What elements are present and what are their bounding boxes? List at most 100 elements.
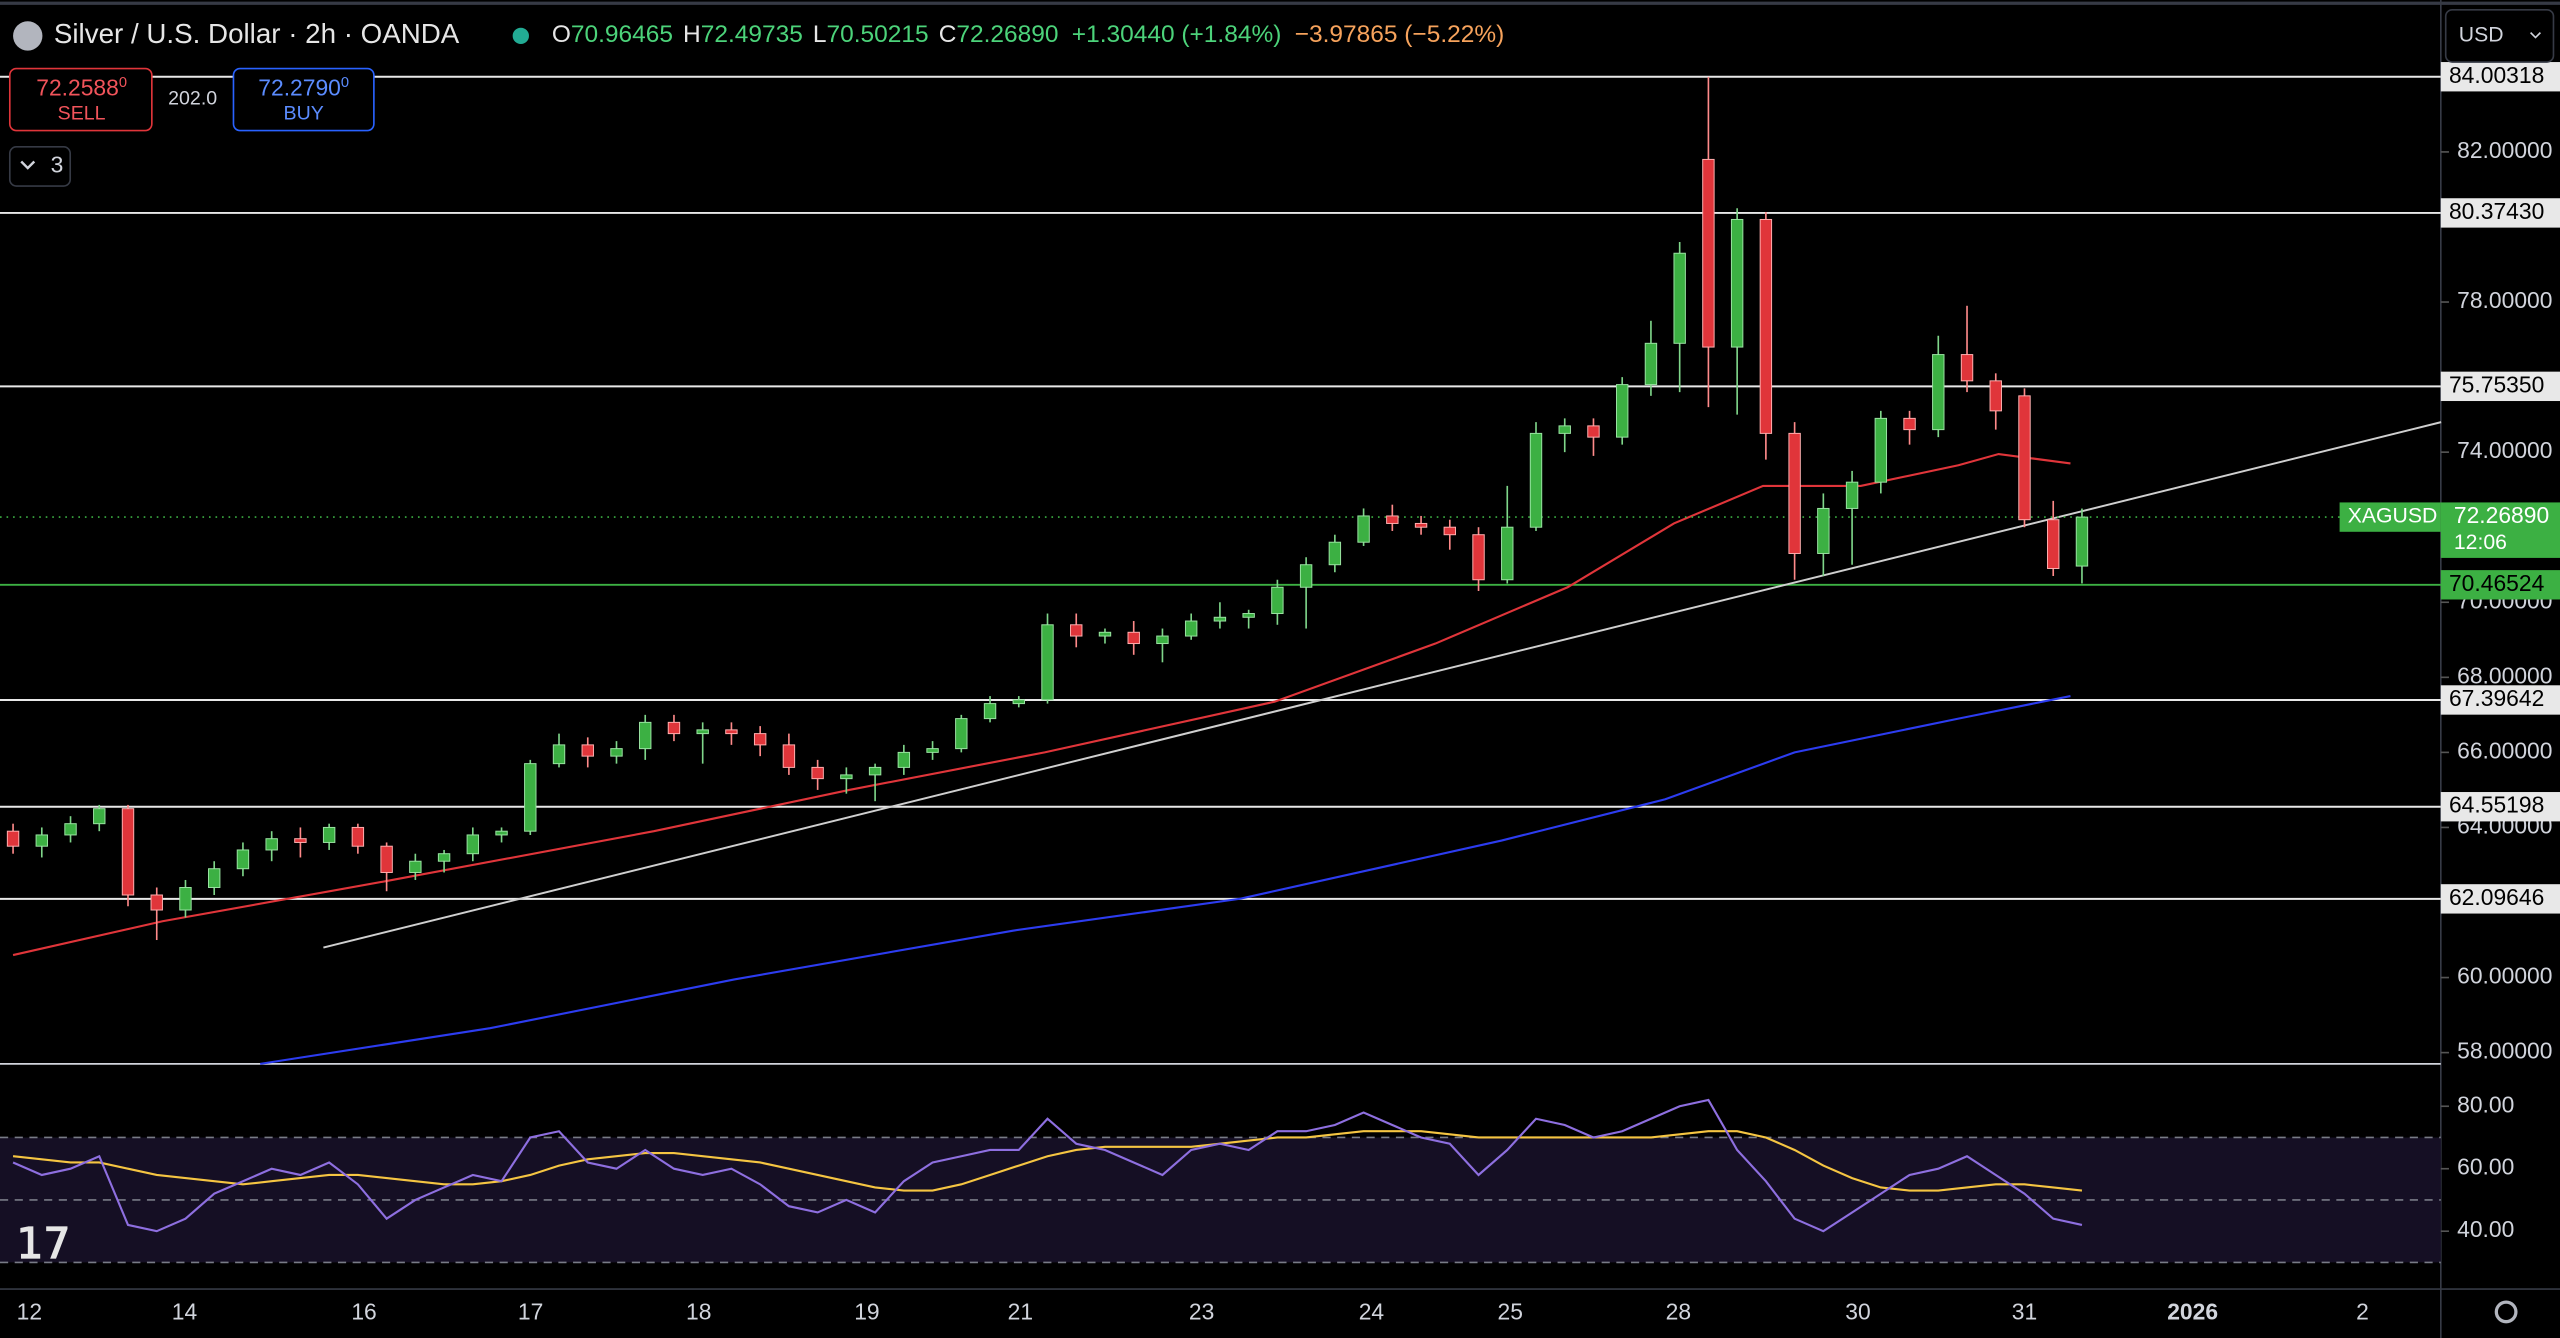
ohlc-value: 70.50215: [827, 21, 929, 48]
candle-body: [1472, 534, 1485, 581]
candle-body: [1357, 515, 1370, 543]
candle-body: [1788, 432, 1801, 554]
x-tick-label: 21: [1008, 1299, 1033, 1325]
candle-body: [1271, 586, 1284, 615]
settings-icon[interactable]: [2494, 1300, 2518, 1324]
y-tick-label: 74.00000: [2457, 437, 2552, 463]
candle-body: [1098, 631, 1112, 637]
candle-body: [955, 718, 968, 750]
sell-label: SELL: [58, 102, 106, 124]
candle-body: [35, 834, 49, 847]
candle-body: [121, 808, 135, 896]
candle-body: [782, 744, 796, 768]
candle-body: [1443, 526, 1456, 536]
sell-button[interactable]: [8, 67, 153, 132]
trendline: [323, 421, 2442, 949]
candle-body: [1127, 631, 1140, 645]
candle-body: [1529, 432, 1543, 528]
candle-body: [64, 823, 77, 836]
x-tick-label: 16: [351, 1299, 376, 1325]
candle-body: [552, 744, 566, 765]
y-tick-label: 66.00000: [2457, 737, 2552, 763]
market-status: [512, 27, 529, 45]
candle-body: [179, 886, 192, 911]
candle-body: [725, 729, 738, 735]
ohlc-key: O: [552, 21, 571, 48]
candle-body: [696, 729, 709, 735]
moving-average: [260, 695, 2071, 1065]
x-tick-label: 17: [518, 1299, 543, 1325]
level-label-box: [2440, 685, 2560, 715]
symbol-badge: [2339, 502, 2441, 532]
candle-body: [1845, 481, 1859, 509]
symbol-title[interactable]: Silver / U.S. Dollar · 2h · OANDA: [54, 18, 460, 49]
candle-body: [1817, 507, 1830, 554]
x-tick-label: 14: [172, 1299, 198, 1325]
currency-select[interactable]: [2444, 8, 2555, 63]
candle-body: [294, 838, 307, 843]
candle-body: [1242, 613, 1255, 618]
candle-body: [1874, 417, 1888, 483]
candle-body: [1328, 541, 1342, 566]
y-tick-label: 60.00000: [2457, 963, 2552, 989]
candle-body: [1932, 354, 1945, 431]
candle-body: [610, 748, 623, 757]
sell-price: 72.25880: [36, 75, 127, 101]
ohlc-value: 72.26890: [956, 21, 1058, 48]
candle-body: [466, 834, 480, 855]
buy-price-main: 72.2790: [258, 75, 341, 101]
currency: USD: [2459, 24, 2504, 47]
candle-body: [1386, 515, 1399, 524]
candle-body: [409, 860, 422, 873]
candle-body: [1960, 354, 1974, 382]
buy-label: BUY: [284, 102, 324, 124]
ohlc-key: C: [939, 21, 957, 48]
level-label-box: [2440, 371, 2560, 402]
ohlc: O70.96465 H72.49735 L70.50215 C72.26890 …: [552, 21, 1504, 48]
candle-body: [380, 845, 393, 873]
level-label: 84.00318: [2449, 62, 2544, 88]
candle-body: [495, 830, 508, 836]
x-tick-label: 28: [1666, 1299, 1691, 1325]
x-tick-label: 19: [854, 1299, 879, 1325]
level-label: 70.46524: [2449, 570, 2545, 596]
candle-body: [524, 763, 537, 832]
x-tick-label: 25: [1497, 1299, 1522, 1325]
x-tick-label: 31: [2012, 1299, 2037, 1325]
sell-price-small: 0: [119, 75, 127, 91]
level-label-box: [2440, 884, 2560, 914]
level-label-box: [2440, 570, 2560, 600]
level-label-box: [2440, 62, 2560, 92]
candle-body: [351, 826, 365, 847]
candle-body: [1012, 699, 1025, 705]
candle-body: [2018, 395, 2031, 521]
x-tick-label: 23: [1189, 1299, 1214, 1325]
buy-price: 72.27900: [258, 75, 349, 101]
candle-body: [926, 748, 939, 753]
candle-body: [1041, 624, 1054, 701]
x-tick-label: 2026: [2167, 1299, 2218, 1325]
candle-body: [265, 838, 278, 851]
ohlc-value: 72.49735: [701, 21, 803, 48]
candle-body: [753, 733, 767, 746]
candle-body: [1673, 252, 1686, 344]
indicators-toggle[interactable]: [8, 146, 72, 187]
buy-button[interactable]: [232, 67, 375, 132]
candle-body: [1615, 384, 1629, 438]
indicators-count: 3: [51, 151, 64, 177]
tv-logo[interactable]: 𝟣𝟩: [16, 1220, 70, 1267]
plot: 82.0000078.0000074.0000070.0000068.00000…: [0, 62, 2560, 1325]
candle-body: [437, 853, 451, 862]
candle-body: [1587, 425, 1600, 438]
x-tick-label: 24: [1359, 1299, 1385, 1325]
x-tick-label: 30: [1845, 1299, 1870, 1325]
candle-body: [1184, 620, 1198, 637]
y-tick-label: 82.00000: [2457, 137, 2552, 163]
x-tick-label: 2: [2356, 1299, 2369, 1325]
candle-body: [93, 808, 106, 825]
candle-body: [1759, 218, 1773, 434]
rsi-line: [12, 1098, 2083, 1233]
y-tick-label: 78.00000: [2457, 287, 2552, 313]
